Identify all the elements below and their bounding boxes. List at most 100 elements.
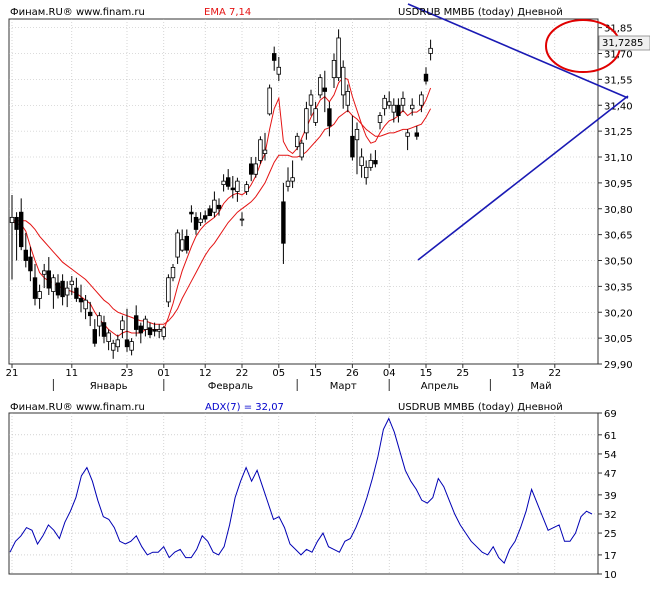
adx-y-tick-label: 17 [604, 551, 617, 562]
candle-up [156, 329, 162, 332]
candle-up [51, 277, 56, 292]
adx-y-tick-label: 61 [604, 431, 617, 442]
price-x-tick-label: 21 [6, 368, 19, 379]
candle-down [138, 325, 143, 334]
candle-up [313, 108, 318, 123]
candle-up [9, 216, 15, 223]
adx-y-tick-label: 32 [604, 510, 617, 521]
candle-down [152, 329, 157, 332]
candle-up [285, 180, 291, 187]
candle-up [317, 77, 323, 96]
candle-up [294, 135, 300, 148]
candle-down [133, 315, 139, 330]
price-x-tick-label: 23 [121, 368, 134, 379]
price-y-tick-label: 30,35 [604, 282, 633, 293]
candle-up [175, 232, 180, 258]
candle-up [42, 270, 47, 275]
candle-up [143, 318, 148, 330]
ema-line-ema-14 [12, 108, 432, 325]
candle-up [363, 166, 369, 179]
candle-up [400, 97, 406, 106]
month-label: Февраль [208, 381, 254, 392]
price-y-tick-label: 31,25 [604, 127, 633, 138]
price-y-tick-label: 30,65 [604, 231, 633, 242]
candle-up [386, 101, 392, 106]
candle-up [308, 94, 314, 106]
candle-down [147, 327, 153, 336]
price-x-tick-label: 13 [512, 368, 525, 379]
candle-up [331, 60, 337, 79]
candle-up [170, 266, 176, 279]
candle-down [74, 287, 79, 299]
month-label: Апрель [421, 381, 459, 392]
candlesticks [9, 29, 433, 359]
price-y-tick-label: 30,80 [604, 205, 633, 216]
candle-up [179, 239, 185, 251]
candle-up [262, 149, 268, 154]
candle-up [106, 332, 111, 342]
lower-trendline [417, 95, 629, 261]
upper-trendline [407, 3, 629, 99]
price-y-tick-label: 30,20 [604, 308, 633, 319]
candle-up [212, 199, 217, 213]
adx-y-tick-label: 47 [604, 469, 617, 480]
price-indicator-label: EMA 7,14 [204, 7, 251, 18]
candle-down [373, 160, 378, 165]
price-y-tick-label: 31,10 [604, 153, 633, 164]
price-y-tick-label: 30,05 [604, 334, 633, 345]
last-price-label: 31,7285 [602, 38, 643, 49]
adx-panel-frame [8, 412, 599, 575]
candle-down [55, 282, 61, 296]
price-x-tick-label: 11 [65, 368, 78, 379]
price-y-axis: 31,8531,7031,5531,4031,2531,1030,9530,80… [598, 24, 633, 371]
candle-up [391, 104, 396, 113]
adx-y-axis: 69 61 54 47 39 32 25 17 10 [598, 409, 617, 581]
candle-up [37, 291, 42, 299]
candle-down [327, 108, 332, 127]
price-x-tick-label: 05 [272, 368, 285, 379]
candle-down [14, 216, 19, 230]
candle-up [239, 218, 245, 221]
candle-up [65, 287, 70, 296]
candle-down [32, 277, 38, 299]
candle-up [111, 342, 116, 351]
month-label: Май [530, 381, 551, 392]
price-y-tick-label: 31,40 [604, 101, 633, 112]
adx-y-tick-label: 39 [604, 491, 617, 502]
candle-up [409, 104, 415, 110]
candle-up [69, 280, 74, 286]
candle-down [396, 104, 401, 116]
price-x-tick-label: 26 [346, 368, 359, 379]
adx-indicator-label: ADX(7) = 32,07 [205, 402, 284, 413]
candle-down [230, 187, 235, 191]
candle-up [428, 47, 433, 54]
price-y-tick-label: 31,85 [604, 24, 633, 35]
candle-up [83, 299, 88, 310]
month-axis: Январь Февраль Март Апрель Май [52, 379, 552, 392]
candle-up [198, 218, 203, 223]
candle-down [23, 249, 28, 261]
candle-down [92, 329, 97, 344]
candle-up [304, 108, 309, 134]
candle-down [322, 87, 327, 92]
candle-down [184, 235, 189, 251]
ema-lines [11, 77, 432, 338]
candle-up [235, 180, 240, 192]
month-label: Март [330, 381, 357, 392]
candle-up [97, 315, 102, 327]
candle-up [161, 327, 166, 337]
adx-source-label: Финам.RU® www.finam.ru [10, 402, 145, 413]
adx-y-tick-label: 69 [604, 409, 617, 420]
candle-down [88, 311, 93, 317]
candle-down [101, 322, 107, 337]
price-x-tick-label: 04 [383, 368, 396, 379]
candle-down [202, 215, 208, 220]
candle-down [46, 270, 51, 289]
price-panel-frame [8, 18, 599, 365]
candle-down [423, 73, 429, 82]
candle-up [166, 277, 171, 303]
adx-grid [9, 413, 598, 574]
candle-down [350, 135, 355, 158]
candle-up [221, 180, 226, 185]
